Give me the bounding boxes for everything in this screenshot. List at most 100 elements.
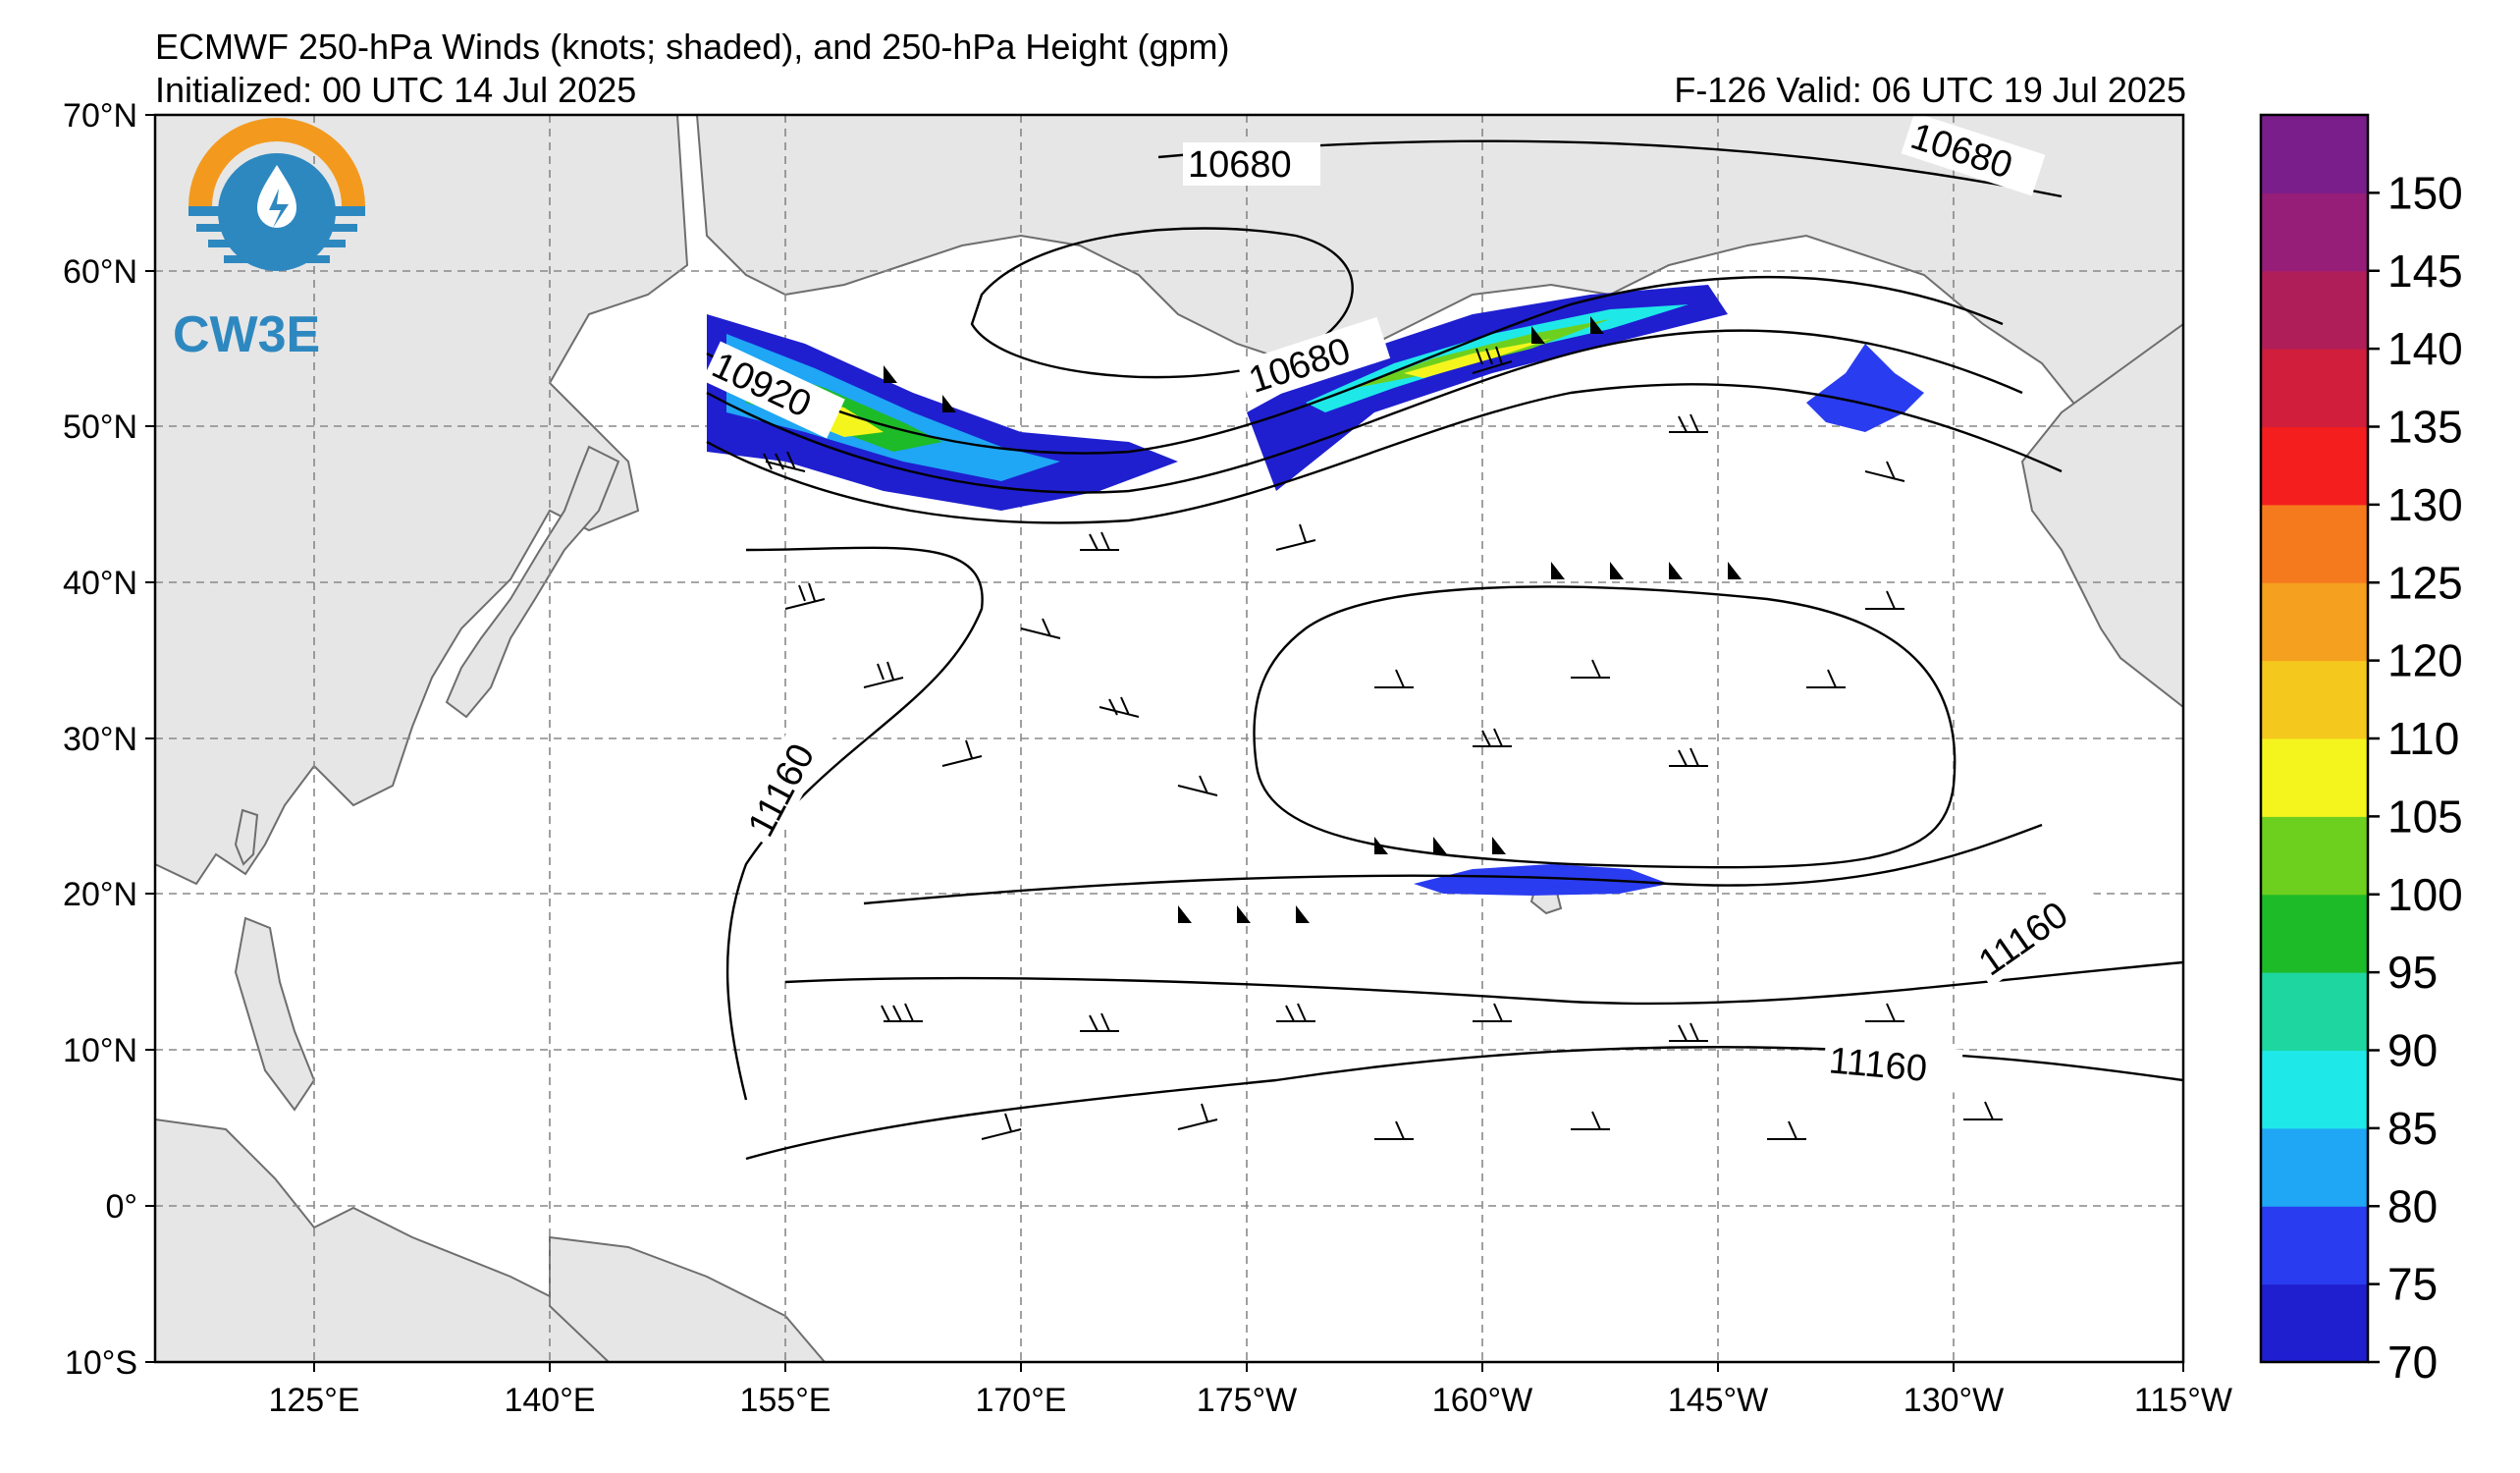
wind-barb [763, 451, 806, 472]
lon-label: 115°W [2134, 1382, 2232, 1419]
wind-pennant [1492, 837, 1506, 854]
wind-barb [1864, 461, 1905, 482]
wind-barb [881, 1003, 923, 1022]
contour-11160-d [784, 960, 2183, 1006]
wind-barb [1571, 1111, 1610, 1130]
wind-barb [1276, 1003, 1315, 1022]
wind-barb [941, 739, 983, 767]
lon-label: 175°W [1197, 1382, 1297, 1419]
contour-11160-a [725, 546, 984, 1101]
wind-barb [784, 582, 826, 610]
wind-barb [1177, 1103, 1218, 1130]
wind-barb [1374, 669, 1414, 688]
wind-barb [1099, 696, 1140, 718]
wind-pennant [1669, 562, 1683, 579]
colorbar-tick-label: 70 [2387, 1337, 2438, 1388]
colorbar-tick-label: 75 [2387, 1259, 2438, 1310]
cw3e-logo: CW3E [173, 118, 365, 363]
wind-barb [1865, 590, 1904, 610]
jet-subtropical [1414, 864, 1669, 896]
wind-barb [1473, 728, 1512, 747]
colorbar-segment [2261, 115, 2368, 193]
wind-barb [1080, 1012, 1119, 1032]
contour-11040 [706, 383, 2063, 524]
wind-barb [1177, 775, 1218, 796]
wind-pennant [884, 365, 897, 383]
lon-label: 125°E [268, 1382, 359, 1419]
colorbar-segment [2261, 660, 2368, 739]
colorbar-segment [2261, 349, 2368, 427]
colorbar-segment [2261, 426, 2368, 506]
colorbar-segment [2261, 894, 2368, 973]
colorbar-tick-label: 105 [2387, 791, 2463, 842]
longitude-ticks [313, 1362, 2184, 1372]
wind-pennant [942, 395, 956, 412]
wind-barb [1374, 1120, 1414, 1140]
contour-11160-e [745, 1046, 2183, 1161]
colorbar-tick-label: 130 [2387, 479, 2463, 530]
lat-label: 0° [105, 1188, 137, 1226]
contour-10800 [706, 275, 2004, 455]
logo-sun-icon [188, 118, 365, 206]
colorbar-segment [2261, 270, 2368, 350]
wind-pennant [1728, 562, 1742, 579]
wind-barb [1275, 523, 1316, 551]
colorbar-tick-label: 135 [2387, 402, 2463, 453]
colorbar-tick-label: 80 [2387, 1180, 2438, 1231]
colorbar-tick-label: 120 [2387, 635, 2463, 686]
contour-10920 [706, 329, 2023, 494]
jet-coast [1806, 344, 1924, 432]
wind-barb [1080, 531, 1119, 551]
wind-barb [1669, 413, 1708, 433]
wind-pennant [1531, 326, 1545, 344]
colorbar-labels: 70 75 80 85 90 95 100 105 110 120 125 130 135 140 145 1… [2368, 167, 2463, 1388]
lon-label: 145°W [1668, 1382, 1768, 1419]
wind-barb [1020, 618, 1061, 639]
wind-pennant [1237, 905, 1251, 923]
wind-barb [1473, 1003, 1512, 1022]
lat-label: 10°S [65, 1344, 137, 1382]
taiwan-land [234, 808, 259, 866]
lat-label: 60°N [63, 253, 137, 291]
contour-label: 10680 [1188, 144, 1292, 186]
colorbar-segment [2261, 192, 2368, 272]
height-contours [706, 139, 2183, 1161]
wind-barb [981, 1113, 1022, 1140]
wind-barb [1669, 1022, 1708, 1042]
colorbar-segment [2261, 972, 2368, 1051]
wind-pennant [1178, 905, 1192, 923]
colorbar-tick-label: 100 [2387, 869, 2463, 920]
colorbar-segment [2261, 816, 2368, 896]
new-guinea-land [549, 1235, 827, 1362]
valid-time: F-126 Valid: 06 UTC 19 Jul 2025 [1674, 70, 2186, 110]
lat-label: 10°N [63, 1032, 137, 1069]
contour-10680-a [970, 227, 1354, 379]
jet-east-max [1404, 339, 1551, 378]
map-title: ECMWF 250-hPa Winds (knots; shaded), and… [155, 27, 1230, 67]
wind-barb [1865, 1003, 1904, 1022]
asia-land [155, 115, 689, 886]
jet-east-outer [1247, 285, 1728, 491]
contour-11160-b [1253, 585, 1957, 869]
colorbar-tick-label: 85 [2387, 1103, 2438, 1154]
colorbar-tick-label: 110 [2387, 713, 2459, 764]
wind-pennant [1374, 837, 1388, 854]
lon-label: 170°E [975, 1382, 1066, 1419]
contour-label: 11160 [1827, 1040, 1928, 1090]
lon-label: 155°E [739, 1382, 831, 1419]
colorbar-segment [2261, 582, 2368, 662]
colorbar-segment [2261, 1283, 2368, 1363]
lat-label: 50°N [63, 409, 137, 446]
colorbar-segment [2261, 1127, 2368, 1207]
lat-label: 20°N [63, 876, 137, 913]
colorbar-segment [2261, 504, 2368, 583]
colorbar [2261, 115, 2368, 1363]
contour-11160-c [863, 823, 2043, 905]
alaska-land [695, 115, 2183, 464]
wind-barb [1963, 1101, 2003, 1120]
lat-label: 40°N [63, 565, 137, 602]
colorbar-tick-label: 140 [2387, 323, 2463, 374]
lat-label: 30°N [63, 721, 137, 758]
latitude-ticks [145, 114, 155, 1363]
